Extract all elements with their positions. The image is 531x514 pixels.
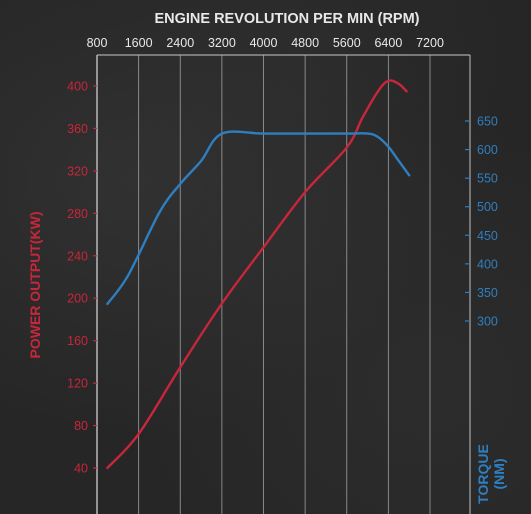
x-tick-label-1600: 1600	[125, 36, 153, 50]
y-axis-left-title: POWER OUTPUT(KW)	[27, 212, 43, 359]
y-right-tick-label-400: 400	[477, 257, 498, 271]
x-tick-label-7200: 7200	[416, 36, 444, 50]
y-axis-right-title-line1: TORQUE	[475, 444, 491, 504]
x-axis-title: ENGINE REVOLUTION PER MIN (RPM)	[154, 11, 419, 27]
axis-layer: 800 1600 2400 3200 4000 4800 5600 6400 7200 40 80 1…	[67, 36, 498, 476]
y-right-tick-label-550: 550	[477, 172, 498, 186]
label-layer: ENGINE REVOLUTION PER MIN (RPM) POWER OU…	[27, 11, 507, 504]
y-left-tick-label-400: 400	[67, 80, 88, 94]
y-left-tick-label-160: 160	[67, 334, 88, 348]
grid-layer	[96, 54, 471, 514]
y-left-tick-label-280: 280	[67, 207, 88, 221]
torque-series-line	[106, 130, 411, 306]
y-left-tick-label-320: 320	[67, 164, 88, 178]
y-left-tick-label-120: 120	[67, 377, 88, 391]
y-right-tick-label-450: 450	[477, 229, 498, 243]
y-right-tick-label-350: 350	[477, 286, 498, 300]
y-right-tick-label-300: 300	[477, 315, 498, 329]
x-tick-label-4000: 4000	[250, 36, 278, 50]
x-tick-label-5600: 5600	[333, 36, 361, 50]
y-axis-right-title-line2: (NM)	[491, 458, 507, 489]
x-tick-label-800: 800	[87, 36, 108, 50]
y-left-tick-label-200: 200	[67, 292, 88, 306]
x-tick-label-3200: 3200	[208, 36, 236, 50]
power-series-line	[106, 79, 408, 470]
y-right-tick-label-500: 500	[477, 200, 498, 214]
y-right-tick-label-650: 650	[477, 115, 498, 129]
y-left-tick-label-40: 40	[74, 462, 88, 476]
y-right-tick-label-600: 600	[477, 143, 498, 157]
x-tick-label-2400: 2400	[166, 36, 194, 50]
series-layer	[106, 79, 411, 470]
x-tick-label-4800: 4800	[291, 36, 319, 50]
y-left-tick-label-360: 360	[67, 122, 88, 136]
x-tick-label-6400: 6400	[374, 36, 402, 50]
y-left-tick-label-80: 80	[74, 419, 88, 433]
y-left-tick-label-240: 240	[67, 249, 88, 263]
